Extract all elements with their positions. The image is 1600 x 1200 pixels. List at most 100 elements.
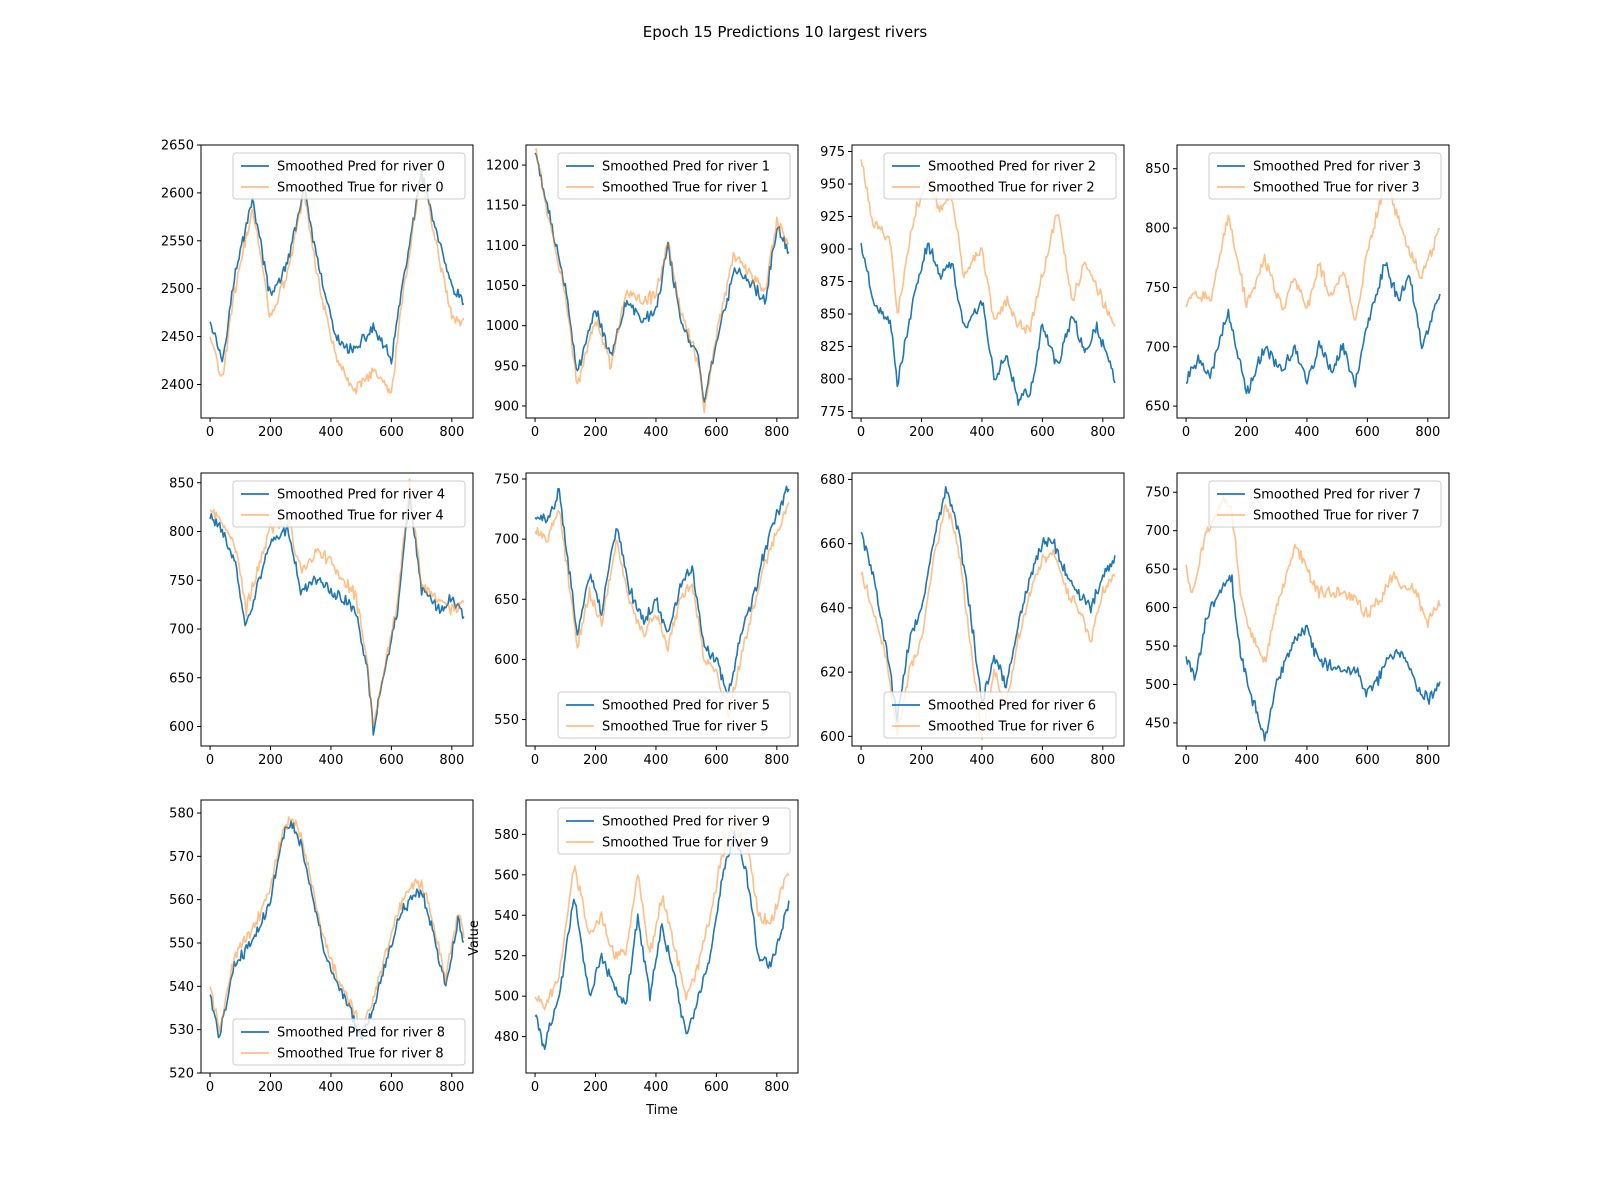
x-tick-label: 800 <box>1415 753 1440 768</box>
x-tick-label: 0 <box>857 425 865 440</box>
y-tick-label: 600 <box>820 730 845 745</box>
x-tick-label: 400 <box>970 425 995 440</box>
y-tick-label: 680 <box>820 473 845 488</box>
x-tick-label: 600 <box>1355 753 1380 768</box>
legend-entry: Smoothed True for river 8 <box>277 1047 444 1062</box>
y-tick-label: 1200 <box>486 159 519 174</box>
legend-entry: Smoothed True for river 3 <box>1253 181 1420 196</box>
legend-box <box>557 691 791 739</box>
true-line <box>209 478 465 727</box>
legend: Smoothed Pred for river 2 Smoothed True f… <box>883 152 1117 200</box>
y-tick-label: 1050 <box>486 279 519 294</box>
subplots-grid: 0 200 400 600 800 2400 2450 2500 2550 2600 2650 Smo… <box>161 139 1450 1095</box>
legend-entry: Smoothed True for river 1 <box>602 181 769 196</box>
y-tick-label: 925 <box>820 210 845 225</box>
y-tick-label: 950 <box>820 178 845 193</box>
legend: Smoothed Pred for river 1 Smoothed True f… <box>557 152 791 200</box>
x-tick-label: 0 <box>531 753 539 768</box>
legend: Smoothed Pred for river 8 Smoothed True f… <box>232 1018 466 1066</box>
x-tick-label: 200 <box>1234 425 1259 440</box>
x-tick-label: 600 <box>379 753 404 768</box>
y-tick-label: 450 <box>1145 716 1170 731</box>
legend-box <box>557 807 791 855</box>
x-tick-label: 600 <box>704 1080 729 1095</box>
x-tick-label: 200 <box>583 753 608 768</box>
y-tick-label: 875 <box>820 275 845 290</box>
y-tick-label: 800 <box>169 525 194 540</box>
x-tick-label: 400 <box>319 425 344 440</box>
y-axis-label: Value <box>467 920 482 956</box>
y-tick-label: 580 <box>169 807 194 822</box>
figure-title: Epoch 15 Predictions 10 largest rivers <box>643 23 928 41</box>
y-tick-label: 700 <box>169 623 194 638</box>
legend-entry: Smoothed Pred for river 1 <box>602 160 770 175</box>
legend: Smoothed Pred for river 0 Smoothed True f… <box>232 152 466 200</box>
true-line <box>1185 179 1441 321</box>
x-tick-label: 800 <box>439 753 464 768</box>
y-tick-label: 700 <box>494 533 519 548</box>
true-line <box>209 175 465 395</box>
y-tick-label: 650 <box>494 593 519 608</box>
x-tick-label: 600 <box>704 753 729 768</box>
legend-entry: Smoothed Pred for river 2 <box>928 160 1096 175</box>
subplot-river-3: 0 200 400 600 800 650 700 750 800 850 Smoothed Pre… <box>1145 144 1450 440</box>
axes-frame <box>1176 472 1450 747</box>
y-tick-label: 800 <box>820 373 845 388</box>
x-tick-label: 0 <box>1182 753 1190 768</box>
x-tick-label: 200 <box>1234 753 1259 768</box>
x-tick-label: 400 <box>1295 425 1320 440</box>
subplot-river-4: 0 200 400 600 800 600 650 700 750 800 850 Smoothed … <box>169 472 474 768</box>
x-tick-label: 0 <box>531 1080 539 1095</box>
y-tick-label: 600 <box>169 720 194 735</box>
x-tick-label: 200 <box>258 425 283 440</box>
y-tick-label: 550 <box>494 713 519 728</box>
subplot-river-5: 0 200 400 600 800 550 600 650 700 750 Smoothed Pre… <box>494 472 799 768</box>
x-tick-label: 800 <box>1415 425 1440 440</box>
pred-line <box>860 242 1116 406</box>
legend-entry: Smoothed True for river 6 <box>928 720 1095 735</box>
y-tick-label: 750 <box>1145 486 1170 501</box>
y-tick-label: 975 <box>820 145 845 160</box>
x-tick-label: 200 <box>909 425 934 440</box>
y-tick-label: 2400 <box>161 378 194 393</box>
true-line <box>860 159 1116 334</box>
y-tick-label: 600 <box>1145 601 1170 616</box>
y-tick-label: 650 <box>169 671 194 686</box>
pred-line <box>534 485 790 695</box>
y-tick-label: 1150 <box>486 199 519 214</box>
legend: Smoothed Pred for river 9 Smoothed True f… <box>557 807 791 855</box>
x-tick-label: 600 <box>379 425 404 440</box>
legend-entry: Smoothed True for river 4 <box>277 509 444 524</box>
legend-entry: Smoothed True for river 7 <box>1253 509 1420 524</box>
pred-line <box>1185 262 1441 395</box>
subplot-river-8: 0 200 400 600 800 520 530 540 550 560 570 580 Smooth… <box>169 799 474 1095</box>
y-tick-label: 1000 <box>486 319 519 334</box>
y-tick-label: 560 <box>494 868 519 883</box>
subplot-river-0: 0 200 400 600 800 2400 2450 2500 2550 2600 2650 Smo… <box>161 139 474 440</box>
legend-entry: Smoothed Pred for river 9 <box>602 815 770 830</box>
subplot-river-9: 0 200 400 600 800 480 500 520 540 560 580 Smoothed … <box>494 799 799 1095</box>
y-tick-label: 2650 <box>161 139 194 154</box>
y-tick-label: 800 <box>1145 222 1170 237</box>
legend-entry: Smoothed True for river 5 <box>602 720 769 735</box>
y-tick-label: 500 <box>1145 678 1170 693</box>
x-tick-label: 0 <box>531 425 539 440</box>
y-tick-label: 775 <box>820 405 845 420</box>
x-tick-label: 800 <box>439 425 464 440</box>
y-tick-label: 530 <box>169 1023 194 1038</box>
y-tick-label: 900 <box>820 243 845 258</box>
x-tick-label: 0 <box>206 1080 214 1095</box>
y-tick-label: 950 <box>494 359 519 374</box>
x-tick-label: 200 <box>258 753 283 768</box>
pred-line <box>209 170 465 365</box>
y-tick-label: 650 <box>1145 563 1170 578</box>
pred-line <box>534 152 790 403</box>
y-tick-label: 750 <box>494 473 519 488</box>
legend-box <box>557 152 791 200</box>
y-tick-label: 550 <box>1145 640 1170 655</box>
pred-line <box>209 494 465 736</box>
true-line <box>209 816 465 1034</box>
y-tick-label: 660 <box>820 537 845 552</box>
y-tick-label: 850 <box>820 308 845 323</box>
axes-frame <box>525 144 799 419</box>
